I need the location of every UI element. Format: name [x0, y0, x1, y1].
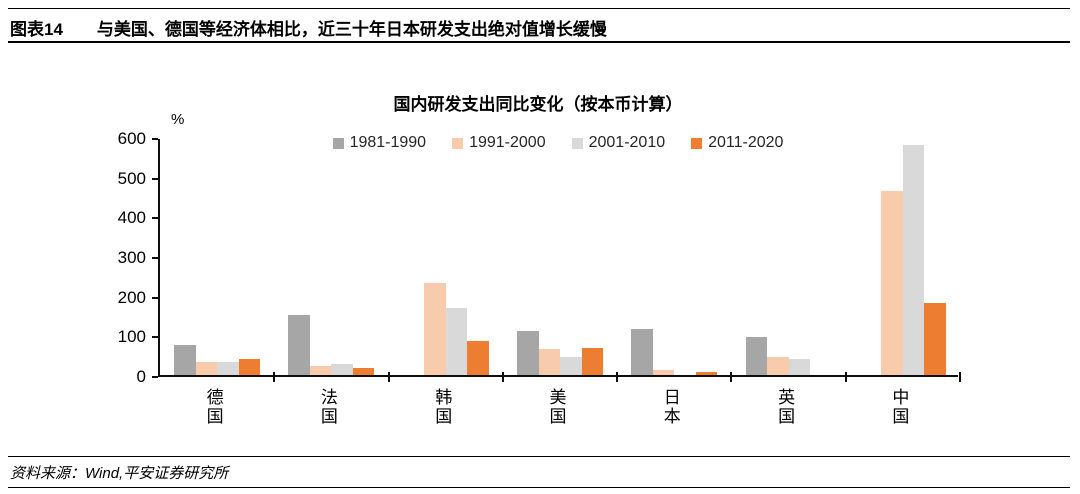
- bar-英国-1981-1990: [745, 336, 768, 375]
- legend-label: 2011-2020: [708, 134, 784, 151]
- figure-header: 图表14 与美国、德国等经济体相比，近三十年日本研发支出绝对值增长缓慢: [10, 15, 607, 40]
- bar-韩国-2011-2020: [467, 340, 489, 375]
- figure-title: 与美国、德国等经济体相比，近三十年日本研发支出绝对值增长缓慢: [96, 20, 607, 39]
- bar-法国-1981-1990: [288, 314, 310, 375]
- bar-法国-1991-2000: [309, 366, 332, 375]
- bar-韩国-2001-2010: [445, 307, 468, 375]
- y-axis-tick: [152, 217, 158, 220]
- y-axis-tick: [152, 138, 158, 140]
- y-axis-tick: [152, 296, 158, 299]
- y-axis-tick-label: 0: [136, 367, 146, 386]
- x-axis-category-label: 韩国: [435, 388, 453, 426]
- x-axis-category-label: 英国: [778, 388, 796, 426]
- bar-德国-1981-1990: [174, 345, 196, 375]
- bar-美国-2011-2020: [581, 348, 603, 375]
- y-axis-unit-label: %: [171, 111, 185, 128]
- bar-英国-2001-2010: [788, 359, 811, 375]
- legend-item-1981-1990: 1981-1990: [332, 134, 427, 152]
- source-note: 资料来源：Wind,平安证券研究所: [10, 465, 229, 482]
- plot-area: [152, 138, 961, 382]
- x-axis-tick: [959, 372, 961, 382]
- chart-title: 国内研发支出同比变化（按本币计算）: [393, 95, 683, 114]
- bar-美国-1981-1990: [517, 331, 539, 375]
- bar-法国-2011-2020: [352, 367, 375, 375]
- legend-label: 1981-1990: [349, 134, 427, 151]
- bar-德国-2001-2010: [217, 362, 239, 375]
- x-axis-category-label: 日本: [663, 388, 681, 426]
- footer-top-rule: [8, 456, 1070, 457]
- x-axis-tick: [273, 372, 276, 382]
- x-axis-tick: [844, 372, 847, 382]
- x-axis-tick: [501, 372, 504, 382]
- legend-swatch-icon: [332, 137, 344, 149]
- legend-swatch-icon: [452, 137, 464, 149]
- bar-英国-1991-2000: [767, 357, 789, 375]
- x-axis-category-label: 中国: [892, 388, 910, 426]
- bar-日本-1981-1990: [631, 328, 653, 375]
- bar-德国-1991-2000: [195, 362, 218, 375]
- y-axis-tick: [152, 177, 158, 180]
- y-axis-tick: [152, 336, 158, 339]
- bar-德国-2011-2020: [238, 359, 261, 375]
- bar-中国-2011-2020: [924, 303, 946, 375]
- y-axis-tick-label: 400: [117, 208, 146, 228]
- legend-swatch-icon: [571, 137, 583, 149]
- legend-item-2011-2020: 2011-2020: [691, 134, 783, 152]
- y-axis-tick-label: 100: [117, 327, 146, 347]
- bar-美国-2001-2010: [560, 356, 582, 375]
- bar-中国-2001-2010: [902, 144, 925, 375]
- bar-中国-1991-2000: [881, 191, 903, 375]
- bar-日本-2011-2020: [695, 371, 718, 375]
- x-axis-category-label: 德国: [206, 388, 224, 426]
- y-axis-tick-label: 500: [117, 168, 146, 188]
- y-axis-tick: [152, 376, 158, 378]
- bar-法国-2001-2010: [331, 363, 353, 375]
- bar-美国-1991-2000: [538, 349, 560, 375]
- header-top-rule: [8, 8, 1070, 9]
- bar-韩国-1991-2000: [424, 282, 446, 375]
- legend-item-2001-2010: 2001-2010: [571, 134, 666, 152]
- legend-label: 2001-2010: [588, 134, 666, 151]
- x-axis-category-label: 美国: [549, 388, 567, 426]
- legend-swatch-icon: [691, 137, 703, 149]
- y-axis-tick-label: 300: [117, 248, 146, 267]
- y-axis-tick: [152, 257, 158, 259]
- y-axis-tick-label: 600: [117, 129, 146, 148]
- x-axis-category-label: 法国: [320, 388, 338, 426]
- bar-日本-1991-2000: [652, 370, 675, 375]
- figure-number: 图表14: [10, 20, 63, 39]
- footer-bottom-rule: [8, 487, 1070, 488]
- legend-label: 1991-2000: [469, 134, 546, 151]
- x-axis-tick: [387, 372, 390, 382]
- header-bottom-rule: [8, 41, 1070, 43]
- chart-legend: 1981-1990 1991-2000 2001-2010 2011-2020: [138, 134, 978, 152]
- legend-item-1991-2000: 1991-2000: [452, 134, 546, 152]
- x-axis-tick: [616, 372, 619, 382]
- y-axis-tick-label: 200: [117, 287, 146, 307]
- x-axis-tick: [730, 372, 733, 382]
